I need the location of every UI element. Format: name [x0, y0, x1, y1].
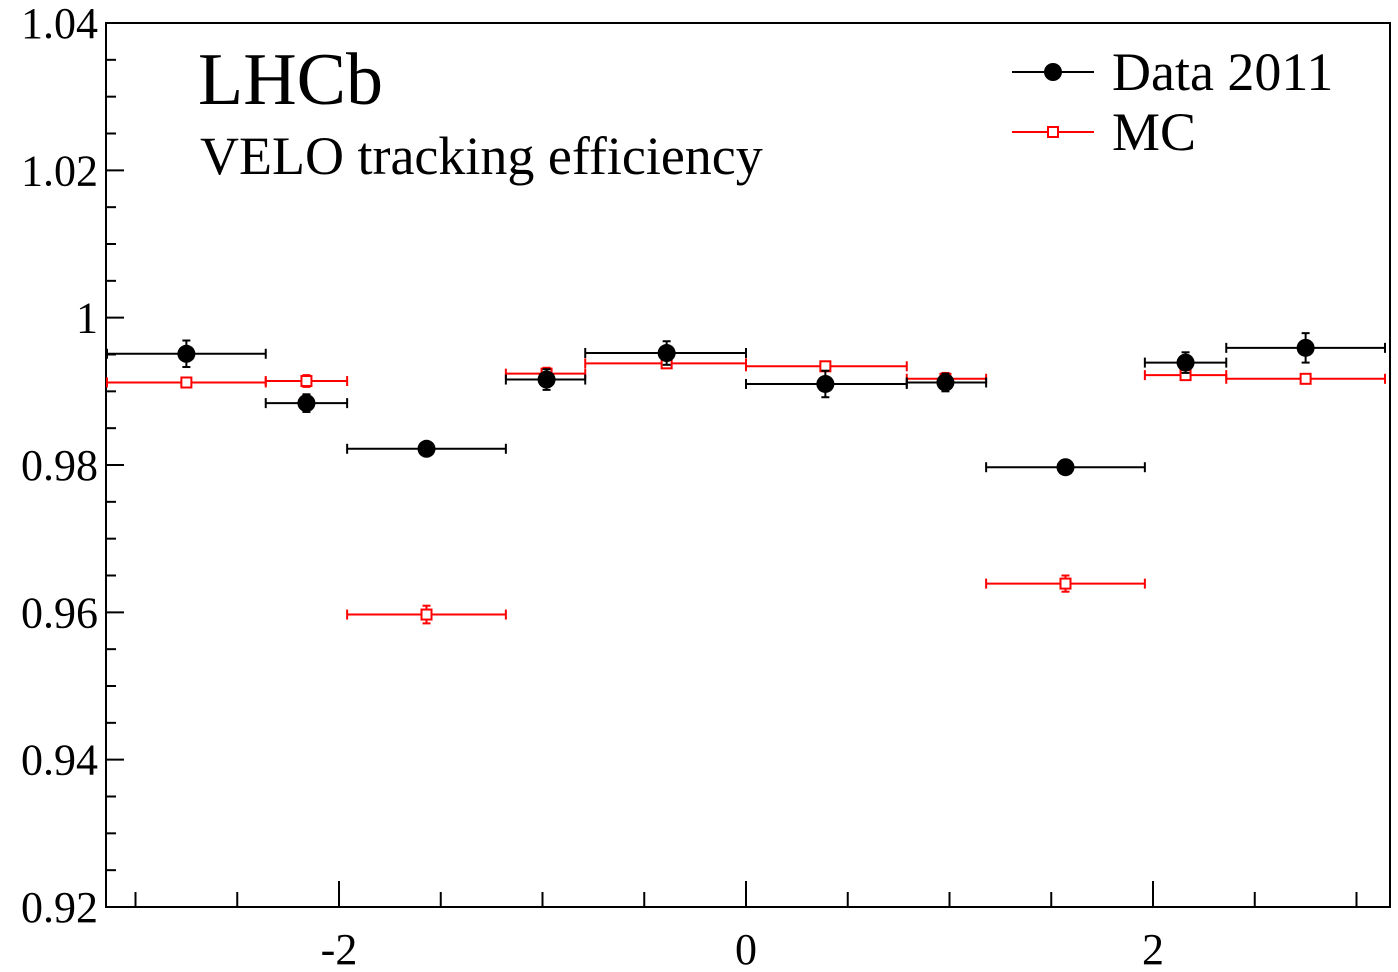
- legend-marker: [1047, 126, 1059, 138]
- axes: 0.92 0.94 0.96 0.98 1 1.02 1.04 -2 0 2: [21, 0, 1358, 972]
- legend-marker: [1044, 63, 1062, 81]
- data-point: [297, 394, 316, 413]
- y-tick-label: 1.02: [21, 146, 98, 195]
- chart-subtitle: VELO tracking efficiency: [200, 126, 763, 186]
- x-tick-label: 2: [1142, 925, 1164, 972]
- y-tick-label: 1: [76, 294, 98, 343]
- data-point: [936, 373, 955, 392]
- mc-point: [300, 375, 313, 388]
- x-tick-label: -2: [321, 925, 358, 972]
- mc-point: [180, 376, 193, 389]
- data-point: [657, 344, 676, 363]
- data-point: [1056, 458, 1075, 477]
- legend-label: Data 2011: [1112, 42, 1333, 102]
- data-point: [1176, 353, 1195, 372]
- y-tick-label: 0.92: [21, 883, 98, 932]
- y-tick-label: 0.96: [21, 588, 98, 637]
- series-data-2011: [106, 332, 1386, 477]
- data-point: [417, 439, 436, 458]
- mc-point: [1299, 372, 1312, 385]
- data-point: [816, 374, 835, 393]
- series-mc: [106, 357, 1386, 625]
- data-point: [1296, 338, 1315, 357]
- legend-label: MC: [1112, 102, 1196, 162]
- chart-title: LHCb: [198, 39, 383, 121]
- x-tick-label: 0: [735, 925, 757, 972]
- y-tick-label: 1.04: [21, 0, 98, 48]
- y-tick-label: 0.98: [21, 441, 98, 490]
- mc-point: [1059, 577, 1072, 590]
- y-tick-label: 0.94: [21, 736, 98, 785]
- data-point: [177, 344, 196, 363]
- series-layer: [106, 332, 1386, 625]
- mc-point: [420, 608, 433, 621]
- data-point: [537, 370, 556, 389]
